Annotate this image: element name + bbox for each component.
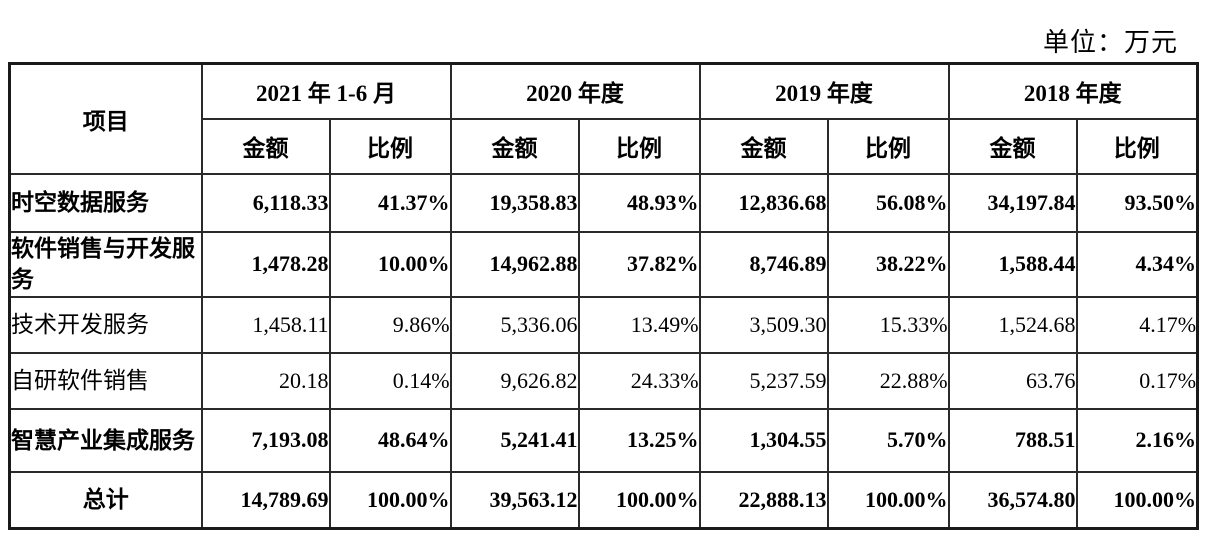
row-label: 自研软件销售 — [8, 351, 203, 410]
row-label: 技术开发服务 — [8, 295, 203, 354]
ratio-2018: 100.00% — [1075, 470, 1199, 530]
subheader-amount-2019: 金额 — [698, 117, 829, 175]
column-header-item: 项目 — [8, 62, 203, 175]
table-row-technical-development-services: 技术开发服务 1,458.11 9.86% 5,336.06 13.49% 3,… — [8, 295, 1199, 354]
amount-2019: 5,237.59 — [698, 351, 829, 410]
row-label: 时空数据服务 — [8, 172, 203, 233]
ratio-2019: 56.08% — [826, 172, 950, 233]
revenue-breakdown-table: 项目 2021 年 1-6 月 2020 年度 2019 年度 2018 年度 … — [8, 62, 1200, 530]
table-row-software-sales-development: 软件销售与开发服务 1,478.28 10.00% 14,962.88 37.8… — [8, 230, 1199, 298]
amount-2020: 9,626.82 — [449, 351, 580, 410]
subheader-ratio-2021: 比例 — [328, 117, 452, 175]
ratio-2021: 0.14% — [328, 351, 452, 410]
row-label: 智慧产业集成服务 — [8, 407, 203, 473]
ratio-2021: 9.86% — [328, 295, 452, 354]
amount-2020: 19,358.83 — [449, 172, 580, 233]
ratio-2019: 5.70% — [826, 407, 950, 473]
amount-2021: 7,193.08 — [200, 407, 331, 473]
ratio-2021: 100.00% — [328, 470, 452, 530]
amount-2018: 36,574.80 — [947, 470, 1078, 530]
amount-2019: 3,509.30 — [698, 295, 829, 354]
amount-2020: 39,563.12 — [449, 470, 580, 530]
amount-2020: 14,962.88 — [449, 230, 580, 298]
amount-2018: 1,588.44 — [947, 230, 1078, 298]
table-row-spatiotemporal-data-services: 时空数据服务 6,118.33 41.37% 19,358.83 48.93% … — [8, 172, 1199, 233]
ratio-2021: 48.64% — [328, 407, 452, 473]
amount-2021: 14,789.69 — [200, 470, 331, 530]
subheader-ratio-2018: 比例 — [1075, 117, 1199, 175]
ratio-2021: 41.37% — [328, 172, 452, 233]
amount-2018: 63.76 — [947, 351, 1078, 410]
amount-2019: 8,746.89 — [698, 230, 829, 298]
amount-2021: 6,118.33 — [200, 172, 331, 233]
header-row-periods: 项目 2021 年 1-6 月 2020 年度 2019 年度 2018 年度 — [8, 62, 1199, 175]
amount-2021: 1,458.11 — [200, 295, 331, 354]
amount-2021: 1,478.28 — [200, 230, 331, 298]
amount-2018: 34,197.84 — [947, 172, 1078, 233]
column-group-2019: 2019 年度 — [698, 62, 950, 120]
subheader-ratio-2019: 比例 — [826, 117, 950, 175]
subheader-amount-2018: 金额 — [947, 117, 1078, 175]
ratio-2018: 93.50% — [1075, 172, 1199, 233]
amount-2020: 5,241.41 — [449, 407, 580, 473]
subheader-ratio-2020: 比例 — [577, 117, 701, 175]
row-label-total: 总计 — [8, 470, 203, 530]
table-row-smart-industry-integration-services: 智慧产业集成服务 7,193.08 48.64% 5,241.41 13.25%… — [8, 407, 1199, 473]
ratio-2018: 2.16% — [1075, 407, 1199, 473]
column-group-2021h1: 2021 年 1-6 月 — [200, 62, 452, 120]
amount-2018: 1,524.68 — [947, 295, 1078, 354]
ratio-2019: 100.00% — [826, 470, 950, 530]
header-row-subcolumns: 金额 比例 金额 比例 金额 比例 金额 比例 — [10, 117, 1199, 175]
ratio-2021: 10.00% — [328, 230, 452, 298]
amount-2019: 12,836.68 — [698, 172, 829, 233]
unit-label: 单位：万元 — [1042, 28, 1178, 57]
table-row-total: 总计 14,789.69 100.00% 39,563.12 100.00% 2… — [8, 470, 1199, 530]
ratio-2019: 22.88% — [826, 351, 950, 410]
subheader-amount-2021: 金额 — [200, 117, 331, 175]
column-group-2020: 2020 年度 — [449, 62, 701, 120]
ratio-2018: 0.17% — [1075, 351, 1199, 410]
amount-2019: 22,888.13 — [698, 470, 829, 530]
amount-2021: 20.18 — [200, 351, 331, 410]
ratio-2020: 37.82% — [577, 230, 701, 298]
ratio-2020: 13.25% — [577, 407, 701, 473]
ratio-2019: 15.33% — [826, 295, 950, 354]
row-label: 软件销售与开发服务 — [8, 230, 203, 298]
amount-2020: 5,336.06 — [449, 295, 580, 354]
ratio-2020: 24.33% — [577, 351, 701, 410]
ratio-2020: 13.49% — [577, 295, 701, 354]
table-row-self-developed-software-sales: 自研软件销售 20.18 0.14% 9,626.82 24.33% 5,237… — [8, 351, 1199, 410]
ratio-2019: 38.22% — [826, 230, 950, 298]
ratio-2018: 4.34% — [1075, 230, 1199, 298]
ratio-2018: 4.17% — [1075, 295, 1199, 354]
column-group-2018: 2018 年度 — [947, 62, 1199, 120]
subheader-amount-2020: 金额 — [449, 117, 580, 175]
amount-2018: 788.51 — [947, 407, 1078, 473]
amount-2019: 1,304.55 — [698, 407, 829, 473]
ratio-2020: 100.00% — [577, 470, 701, 530]
ratio-2020: 48.93% — [577, 172, 701, 233]
